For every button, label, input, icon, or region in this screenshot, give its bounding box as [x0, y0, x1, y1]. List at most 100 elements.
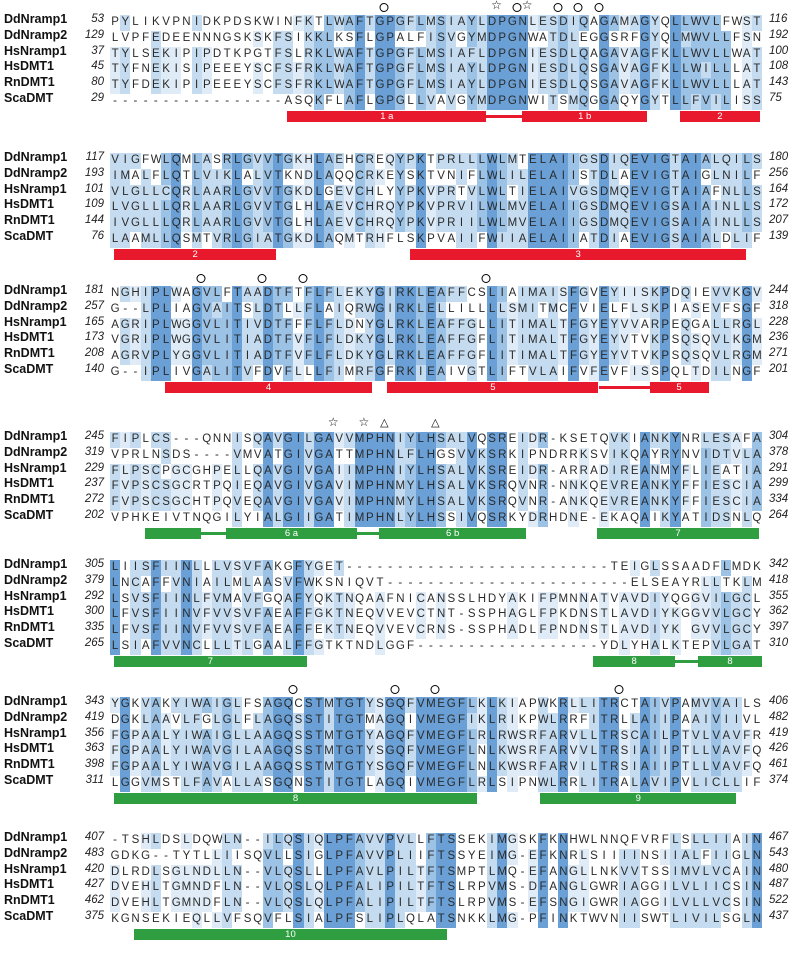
residue-cell: W — [588, 912, 600, 925]
residue-cell: S — [121, 639, 130, 652]
residue-cell: Y — [303, 560, 314, 576]
residue-cell: L — [305, 365, 312, 378]
residue-cell: L — [721, 333, 732, 350]
residue-cell: I — [690, 184, 701, 201]
residue-cell: E — [478, 849, 486, 862]
residue-cell: N — [396, 592, 405, 605]
residue-cell: D — [262, 301, 273, 318]
residue-cell: T — [334, 712, 345, 729]
residue-cell: A — [629, 15, 640, 31]
residue-cell: N — [181, 607, 192, 624]
residue-cell: F — [405, 447, 416, 464]
residue-cell: N — [568, 495, 579, 511]
residue-cell: V — [344, 216, 355, 232]
residue-cell: A — [609, 46, 620, 63]
residue-cell: L — [295, 217, 302, 230]
open-circle-icon — [257, 274, 267, 283]
residue-cell: V — [517, 200, 528, 217]
residue-cell: V — [641, 834, 649, 846]
residue-cell: G — [374, 62, 386, 79]
residue-cell: T — [580, 912, 588, 925]
residue-cell: - — [479, 639, 484, 652]
end-residue-number: 201 — [769, 362, 789, 375]
residue-cell: A — [537, 286, 549, 302]
residue-cell: R — [374, 216, 386, 232]
residue-cell: M — [609, 184, 620, 201]
residue-cell: Q — [578, 62, 589, 79]
residue-cell: F — [344, 911, 355, 928]
residue-cell: V — [568, 184, 579, 201]
residue-cell: L — [670, 880, 681, 897]
residue-cell: Y — [120, 15, 131, 31]
residue-cell: V — [364, 864, 375, 881]
residue-cell: A — [680, 231, 691, 248]
residue-cell: S — [162, 865, 170, 878]
residue-cell: H — [140, 880, 151, 897]
residue-cell: - — [255, 897, 260, 910]
residue-cell: Q — [365, 624, 375, 637]
residue-cell: R — [395, 349, 406, 365]
sequence-row: RnDMT1 462 D V E H L T GMN D F L N - - V L Q S L Q L P F A L I P I L T… — [0, 893, 796, 912]
residue-cell: G — [191, 286, 202, 302]
residue-cell: L — [232, 775, 243, 792]
residue-cell: P — [334, 896, 345, 912]
residue-cell: F — [323, 333, 335, 350]
residue-cell: S — [478, 608, 486, 621]
residue-cell: H — [131, 511, 140, 524]
residue-cell: V — [610, 365, 619, 378]
residue-cell: M — [354, 510, 365, 527]
residue-cell: P — [497, 62, 508, 79]
residue-cell: G — [578, 184, 589, 201]
residue-cell: A — [437, 94, 445, 107]
residue-cell: T — [172, 849, 180, 862]
sequence-row: HsDMT1 300 L F V S F I I N V F V V S V F A E A F F G K T N E Q V V E V C… — [0, 604, 796, 624]
residue-cell: F — [293, 560, 304, 576]
residue-cell: - — [439, 639, 444, 652]
helix-bar: 1 b — [522, 110, 648, 122]
residue-cell: A — [436, 364, 447, 381]
residue-cell: Q — [222, 496, 232, 509]
residue-cell: T — [273, 301, 284, 318]
residue-cell: V — [211, 744, 223, 761]
residue-cell: K — [213, 16, 221, 28]
start-residue-number: 181 — [84, 284, 104, 296]
end-residue-number: 291 — [769, 461, 789, 474]
residue-cell: V — [222, 911, 233, 928]
residue-cell: V — [162, 16, 170, 28]
residue-cell: - — [581, 561, 586, 573]
residue-cell: T — [232, 638, 243, 655]
residue-cell: A — [629, 62, 640, 79]
residue-cell: V — [171, 575, 182, 592]
residue-cell: N — [559, 624, 568, 637]
residue-cell: L — [711, 911, 722, 928]
residue-cell: G — [181, 317, 192, 334]
residue-cell: L — [160, 744, 172, 761]
residue-cell: Q — [313, 833, 324, 849]
residue-cell: F — [722, 16, 730, 28]
residue-cell: L — [160, 364, 172, 381]
sequence-row: RnDMT1 272 F V P S C S G C H T P Q V E Q A V G I V G A V I M P H NM Y L… — [0, 492, 796, 511]
residue-cell: Q — [578, 46, 589, 63]
residue-cell: L — [242, 760, 253, 776]
residue-cell: A — [427, 912, 435, 925]
residue-cell: F — [405, 744, 416, 761]
residue-cell: L — [140, 216, 151, 232]
residue-cell: T — [661, 912, 669, 925]
residue-cell: P — [201, 62, 212, 79]
residue-cell: M — [507, 200, 518, 217]
residue-cell: K — [660, 510, 671, 527]
sequence-row: DdNramp1 343 Y G K V A K Y I WA I G L F S A GQ C S T M T G T Y S GQ… — [0, 694, 796, 713]
residue-cell: Y — [609, 349, 620, 365]
residue-cell: N — [385, 479, 396, 496]
end-residue-number: 304 — [769, 430, 789, 442]
residue-cell: T — [692, 511, 700, 524]
residue-cell: I — [456, 168, 467, 185]
residue-cell: L — [415, 510, 426, 527]
residue-cell: I — [741, 896, 752, 912]
residue-cell: L — [537, 168, 549, 185]
residue-cell: P — [334, 848, 345, 865]
residue-cell: H — [364, 184, 375, 201]
helix-label: 4 — [265, 381, 272, 393]
residue-cell: L — [590, 834, 598, 846]
open-triangle-icon: △ — [380, 417, 389, 429]
